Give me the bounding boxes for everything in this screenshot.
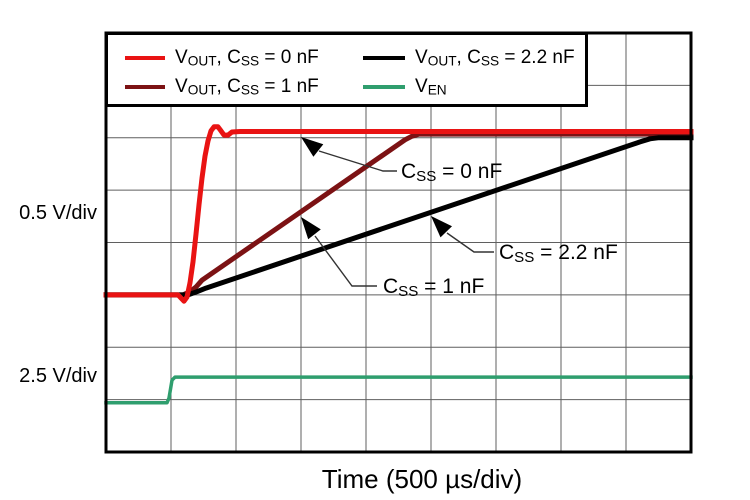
annotation-label-css-0nf: CSS = 0 nF xyxy=(401,160,503,186)
annotation-arrowhead xyxy=(431,216,452,238)
series-ven xyxy=(104,375,693,405)
y-axis-label-vout: 0.5 V/div xyxy=(19,202,97,224)
annotation-leader xyxy=(318,150,397,172)
x-axis-label: Time (500 µs/div) xyxy=(321,464,523,494)
legend-label-vout-css-1nf: VOUT, CSS = 1 nF xyxy=(175,76,319,98)
legend-label-vout-css-2_2nf: VOUT, CSS = 2.2 nF xyxy=(415,47,575,69)
annotation-leader xyxy=(446,232,494,253)
legend-grid: VOUT, CSS = 0 nF VOUT, CSS = 2.2 nF VOUT… xyxy=(108,35,585,98)
legend-label-vout-css-0nf: VOUT, CSS = 0 nF xyxy=(175,47,319,69)
legend-swatch-vout-css-0nf xyxy=(125,56,165,60)
annotation-label-css-2_2nf: CSS = 2.2 nF xyxy=(499,241,618,267)
series-vout-css-0nf xyxy=(103,124,694,304)
annotation-arrowhead xyxy=(301,137,324,157)
annotation-leader xyxy=(314,235,377,287)
legend: VOUT, CSS = 0 nF VOUT, CSS = 2.2 nF VOUT… xyxy=(105,32,588,107)
y-axis-label-ven: 2.5 V/div xyxy=(19,365,97,387)
legend-label-ven: VEN xyxy=(415,76,447,98)
annotation-arrow-css-2_2nf xyxy=(431,216,494,253)
annotation-label-css-1nf: CSS = 1 nF xyxy=(383,275,485,301)
legend-swatch-ven xyxy=(363,85,405,89)
annotation-arrow-css-1nf xyxy=(301,217,377,287)
legend-swatch-vout-css-1nf xyxy=(125,85,165,89)
legend-swatch-vout-css-2_2nf xyxy=(363,56,405,60)
annotation-arrow-css-0nf xyxy=(301,137,397,172)
annotation-arrowhead xyxy=(301,217,321,240)
